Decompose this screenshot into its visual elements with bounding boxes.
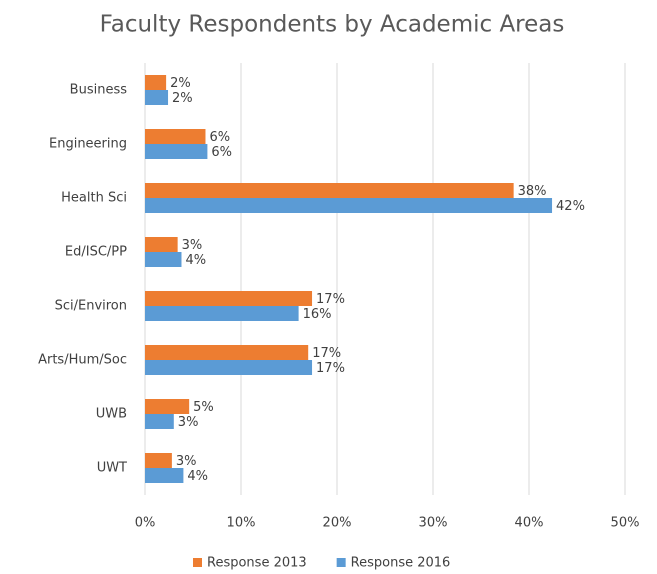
bar — [145, 345, 309, 360]
data-label: 5% — [193, 400, 214, 415]
data-label: 16% — [303, 307, 332, 322]
bar — [145, 144, 208, 159]
bar — [145, 75, 167, 90]
y-tick-label: UWT — [97, 461, 127, 476]
data-label: 4% — [187, 469, 208, 484]
bar — [145, 252, 182, 267]
y-tick-label: Ed/ISC/PP — [65, 245, 127, 260]
y-tick-label: Health Sci — [61, 191, 127, 206]
chart-title: Faculty Respondents by Academic Areas — [100, 12, 565, 38]
x-tick-label: 20% — [323, 516, 352, 531]
x-tick-label: 0% — [135, 516, 156, 531]
data-label: 2% — [170, 76, 191, 91]
data-label: 17% — [316, 361, 345, 376]
x-tick-label: 40% — [515, 516, 544, 531]
bar — [145, 453, 172, 468]
bar — [145, 306, 299, 321]
x-tick-label: 10% — [227, 516, 256, 531]
bar — [145, 399, 190, 414]
x-tick-label: 30% — [419, 516, 448, 531]
bar — [145, 198, 553, 213]
bar — [145, 468, 184, 483]
x-tick-label: 50% — [611, 516, 640, 531]
bar — [145, 129, 206, 144]
data-label: 42% — [556, 199, 585, 214]
y-tick-label: Business — [70, 83, 128, 98]
data-label: 6% — [211, 145, 232, 160]
legend-label: Response 2016 — [351, 556, 451, 571]
y-tick-label: Engineering — [49, 137, 127, 152]
data-label: 3% — [176, 454, 197, 469]
bar — [145, 237, 178, 252]
data-label: 6% — [209, 130, 230, 145]
data-label: 17% — [316, 292, 345, 307]
data-label: 38% — [518, 184, 547, 199]
legend-label: Response 2013 — [207, 556, 307, 571]
bar — [145, 414, 174, 429]
data-label: 3% — [182, 238, 203, 253]
legend-swatch — [193, 558, 202, 567]
data-label: 4% — [185, 253, 206, 268]
y-tick-label: Sci/Environ — [55, 299, 127, 314]
bar — [145, 360, 313, 375]
data-label: 2% — [172, 91, 193, 106]
bar — [145, 90, 169, 105]
bar — [145, 291, 313, 306]
y-tick-label: Arts/Hum/Soc — [38, 353, 127, 368]
y-tick-label: UWB — [96, 407, 127, 422]
bar — [145, 183, 514, 198]
data-label: 3% — [178, 415, 199, 430]
legend-swatch — [336, 558, 346, 567]
data-label: 17% — [312, 346, 341, 361]
